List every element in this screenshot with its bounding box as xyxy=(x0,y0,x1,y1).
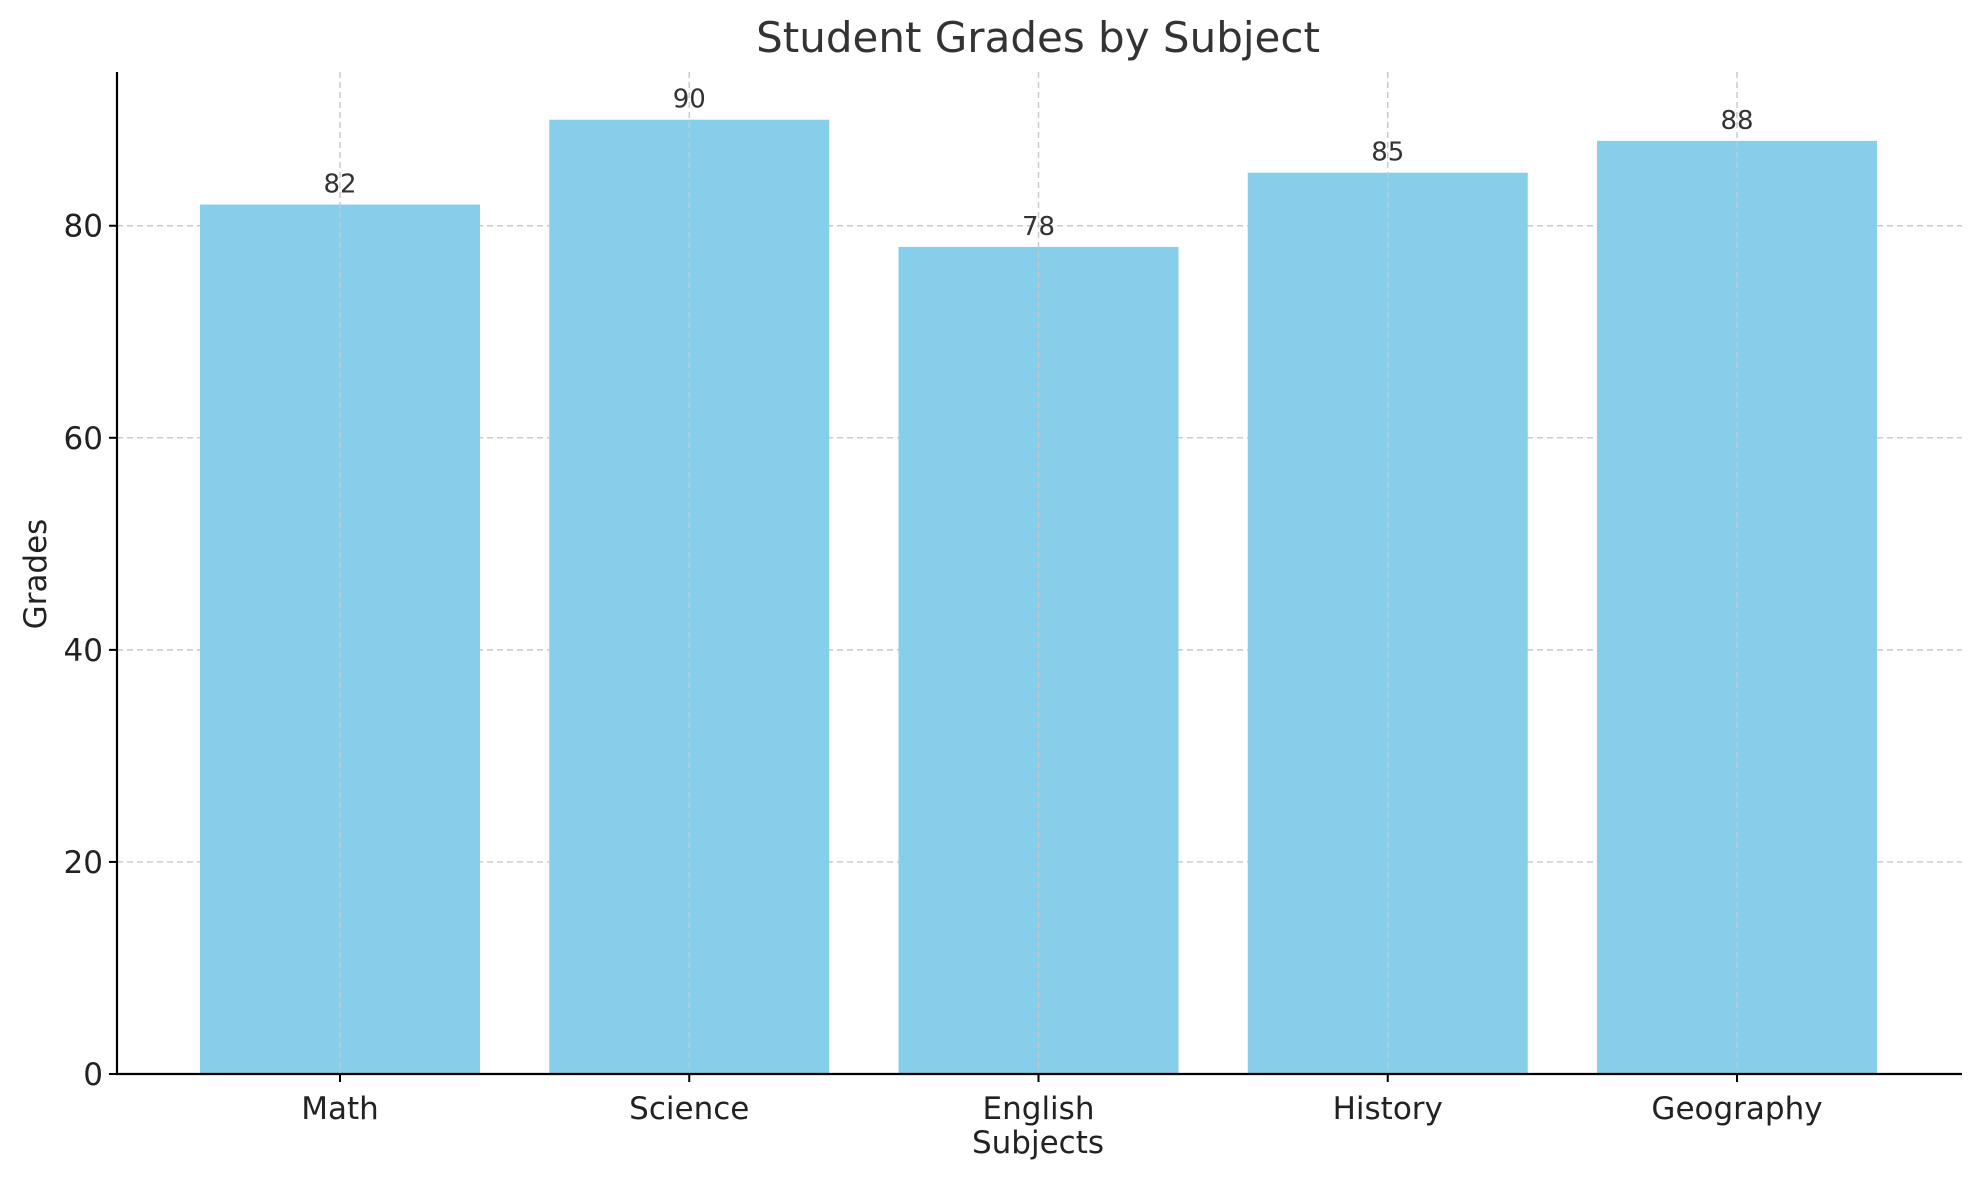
bar-math xyxy=(200,204,480,1075)
data-label: 78 xyxy=(1022,212,1055,242)
x-tick-label: Science xyxy=(629,1091,749,1127)
y-tick-label: 20 xyxy=(64,845,103,881)
axes xyxy=(109,72,1962,1082)
vertical-grid-lines xyxy=(339,72,1738,1074)
y-tick-label: 40 xyxy=(64,633,103,669)
chart-title: Student Grades by Subject xyxy=(756,13,1320,62)
y-tick-labels: 0 20 40 60 80 xyxy=(64,209,103,1093)
data-label: 82 xyxy=(323,170,356,200)
data-label: 90 xyxy=(673,85,706,115)
x-tick-label: Math xyxy=(301,1091,379,1127)
x-axis-label: Subjects xyxy=(972,1125,1104,1161)
x-tick-labels: Math Science English History Geography xyxy=(301,1091,1822,1127)
data-label: 88 xyxy=(1720,106,1753,136)
x-tick-label: Geography xyxy=(1651,1091,1822,1127)
bar-english xyxy=(898,246,1179,1074)
bars xyxy=(200,119,1877,1075)
x-tick-label: English xyxy=(983,1091,1095,1127)
x-tick-label: History xyxy=(1333,1091,1443,1127)
y-tick-label: 0 xyxy=(83,1057,103,1093)
y-tick-label: 60 xyxy=(64,421,103,457)
data-label: 85 xyxy=(1371,138,1404,168)
data-labels: 82 90 78 85 88 xyxy=(323,85,1753,242)
y-tick-label: 80 xyxy=(64,209,103,245)
y-axis-label: Grades xyxy=(18,519,54,630)
